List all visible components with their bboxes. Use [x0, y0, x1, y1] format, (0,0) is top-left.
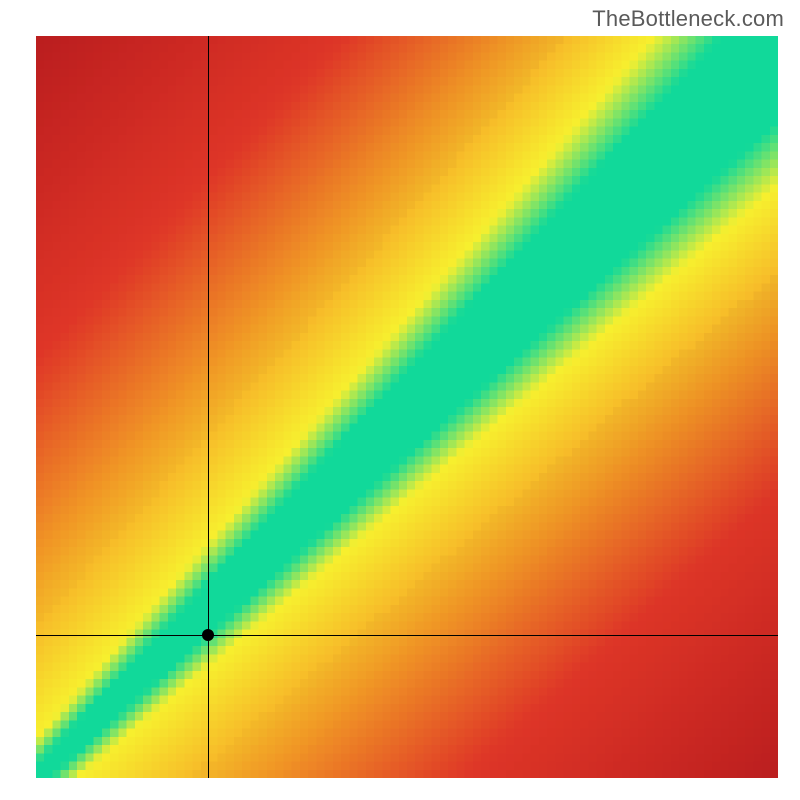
- heatmap-container: [36, 36, 778, 778]
- crosshair-vertical: [208, 36, 209, 778]
- crosshair-horizontal: [36, 635, 778, 636]
- crosshair-marker: [202, 629, 214, 641]
- heatmap-canvas: [36, 36, 778, 778]
- watermark-text: TheBottleneck.com: [592, 6, 784, 32]
